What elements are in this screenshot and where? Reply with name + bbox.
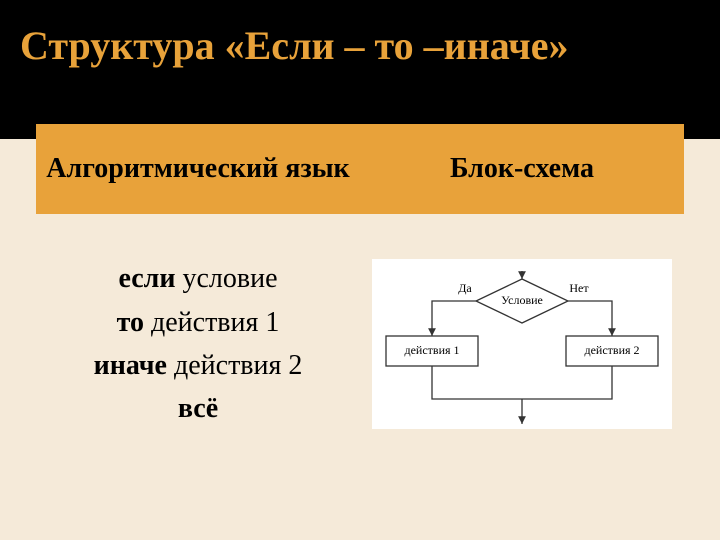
cond-text: условие [183, 263, 278, 294]
table-body-row: если условие то действия 1 иначе действи… [36, 214, 684, 474]
kw-else: иначе [94, 350, 167, 381]
label-act1: действия 1 [404, 343, 459, 357]
act2-text: действия 2 [174, 350, 302, 381]
slide-header: Структура «Если – то –иначе» [0, 0, 720, 139]
comparison-table: Алгоритмический язык Блок-схема если усл… [36, 124, 684, 474]
flowchart-diagram: Условие Да Нет действия 1 действия 2 [372, 259, 672, 429]
label-act2: действия 2 [584, 343, 639, 357]
line-if: если условие [94, 257, 303, 300]
pseudocode-block: если условие то действия 1 иначе действи… [94, 257, 303, 431]
act1-text: действия 1 [151, 307, 279, 338]
slide-title: Структура «Если – то –иначе» [20, 22, 700, 69]
kw-if: если [118, 263, 175, 294]
line-else: иначе действия 2 [94, 344, 303, 387]
line-end: всё [94, 387, 303, 430]
table-header-row: Алгоритмический язык Блок-схема [36, 124, 684, 214]
col-header-right: Блок-схема [360, 124, 684, 214]
label-nolbl: Нет [569, 281, 589, 295]
label-yeslbl: Да [458, 281, 472, 295]
flowchart-cell: Условие Да Нет действия 1 действия 2 [360, 214, 684, 474]
kw-then: то [117, 307, 144, 338]
pseudocode-cell: если условие то действия 1 иначе действи… [36, 214, 360, 474]
kw-end: всё [178, 393, 218, 424]
label-cond: Условие [501, 293, 543, 307]
line-then: то действия 1 [94, 301, 303, 344]
col-header-left: Алгоритмический язык [36, 124, 360, 214]
